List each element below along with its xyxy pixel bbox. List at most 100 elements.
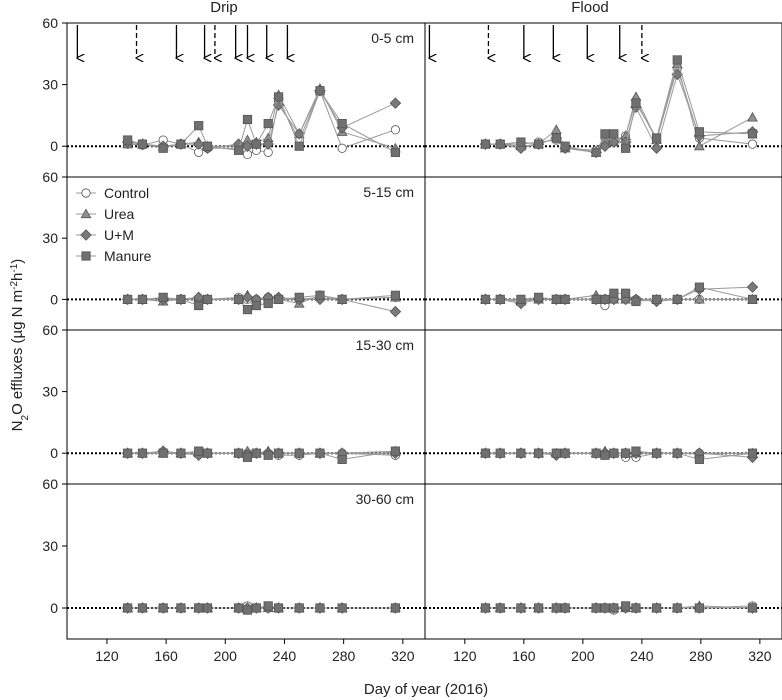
data-point-manure	[672, 55, 682, 65]
data-point-manure	[390, 603, 401, 613]
data-point-manure	[672, 294, 682, 305]
data-point-manure	[672, 448, 682, 458]
data-point-manure	[591, 147, 601, 157]
series-line-urea	[485, 62, 753, 153]
y-title-part-4: h	[9, 273, 26, 281]
data-point-manure	[747, 603, 758, 613]
data-point-manure	[251, 139, 261, 149]
data-point-manure	[516, 603, 526, 613]
data-point-control	[747, 139, 758, 149]
data-point-manure	[621, 601, 631, 611]
legend-marker-manure	[81, 251, 91, 261]
data-point-manure	[480, 294, 491, 305]
data-point-manure	[560, 448, 570, 458]
data-point-manure	[390, 147, 401, 157]
x-tick-label: 280	[332, 648, 356, 664]
data-point-manure	[176, 294, 186, 305]
legend-label: Control	[104, 185, 149, 201]
data-point-manure	[591, 448, 601, 458]
y-tick-label: 0	[50, 291, 58, 307]
data-point-manure	[694, 282, 704, 292]
x-tick-label: 120	[453, 648, 477, 664]
data-point-manure	[123, 135, 133, 145]
y-tick-label: 60	[42, 169, 58, 185]
series-line-control	[127, 89, 396, 155]
data-point-manure	[337, 454, 347, 464]
data-point-manure	[747, 448, 758, 458]
data-point-manure	[202, 448, 213, 458]
data-point-manure	[273, 603, 284, 613]
data-point-manure	[294, 292, 304, 302]
y-title-sup-2: -1	[9, 263, 20, 272]
data-point-manure	[194, 300, 204, 311]
x-tick-label: 160	[154, 648, 178, 664]
data-point-manure	[137, 603, 148, 613]
y-tick-label: 0	[50, 600, 58, 616]
data-point-umm	[192, 138, 205, 150]
data-point-umm	[389, 305, 402, 318]
y-tick-label: 30	[42, 77, 58, 93]
y-title-part-1: N	[9, 420, 26, 431]
data-point-manure	[234, 294, 244, 305]
x-tick-label: 280	[689, 648, 713, 664]
data-point-manure	[609, 448, 619, 458]
data-point-manure	[176, 603, 186, 613]
data-point-manure	[480, 603, 491, 613]
data-point-umm	[293, 128, 306, 140]
data-point-manure	[747, 294, 758, 305]
series-line-umm	[127, 89, 396, 149]
data-point-manure	[242, 452, 253, 462]
data-point-manure	[390, 446, 401, 456]
data-point-manure	[194, 121, 204, 131]
data-point-manure	[194, 603, 204, 613]
data-point-manure	[480, 139, 491, 149]
data-point-manure	[609, 603, 619, 613]
y-tick-label: 30	[42, 230, 58, 246]
y-axis-title: N2O effluxes (µg N m-2h-1)	[9, 259, 31, 432]
data-point-manure	[551, 294, 561, 305]
data-point-manure	[533, 139, 544, 149]
y-title-sub-2: 2	[20, 414, 31, 420]
data-point-manure	[234, 448, 244, 458]
data-point-manure	[652, 603, 662, 613]
data-point-manure	[390, 290, 401, 300]
data-point-manure	[176, 448, 186, 458]
data-point-manure	[194, 446, 204, 456]
legend-marker-umm	[80, 229, 92, 241]
data-point-umm	[262, 138, 274, 150]
data-point-manure	[600, 603, 610, 613]
y-tick-label: 60	[42, 322, 58, 338]
data-point-manure	[694, 127, 704, 137]
data-point-urea	[694, 293, 705, 304]
data-point-manure	[551, 133, 561, 143]
data-point-manure	[234, 603, 244, 613]
data-point-manure	[621, 448, 631, 458]
data-point-manure	[294, 603, 304, 613]
data-point-manure	[294, 141, 304, 151]
data-point-manure	[158, 448, 168, 458]
data-point-umm	[389, 97, 402, 109]
data-point-manure	[251, 448, 261, 458]
data-point-manure	[263, 601, 273, 611]
data-point-manure	[263, 450, 273, 460]
data-point-manure	[609, 288, 619, 298]
data-point-manure	[137, 294, 148, 305]
data-point-umm	[241, 291, 254, 304]
data-point-manure	[533, 448, 544, 458]
data-point-manure	[551, 603, 561, 613]
data-point-manure	[591, 294, 601, 305]
plot-frames	[62, 22, 782, 644]
data-point-manure	[560, 294, 570, 305]
data-point-manure	[600, 129, 610, 139]
data-point-umm	[599, 140, 611, 152]
data-point-manure	[242, 114, 253, 125]
data-point-manure	[609, 129, 619, 139]
data-point-manure	[516, 137, 526, 147]
data-point-manure	[202, 603, 213, 613]
x-tick-label: 240	[273, 648, 297, 664]
data-point-manure	[251, 300, 261, 311]
data-point-umm	[608, 136, 620, 148]
data-point-manure	[158, 292, 168, 302]
data-point-manure	[694, 603, 704, 613]
